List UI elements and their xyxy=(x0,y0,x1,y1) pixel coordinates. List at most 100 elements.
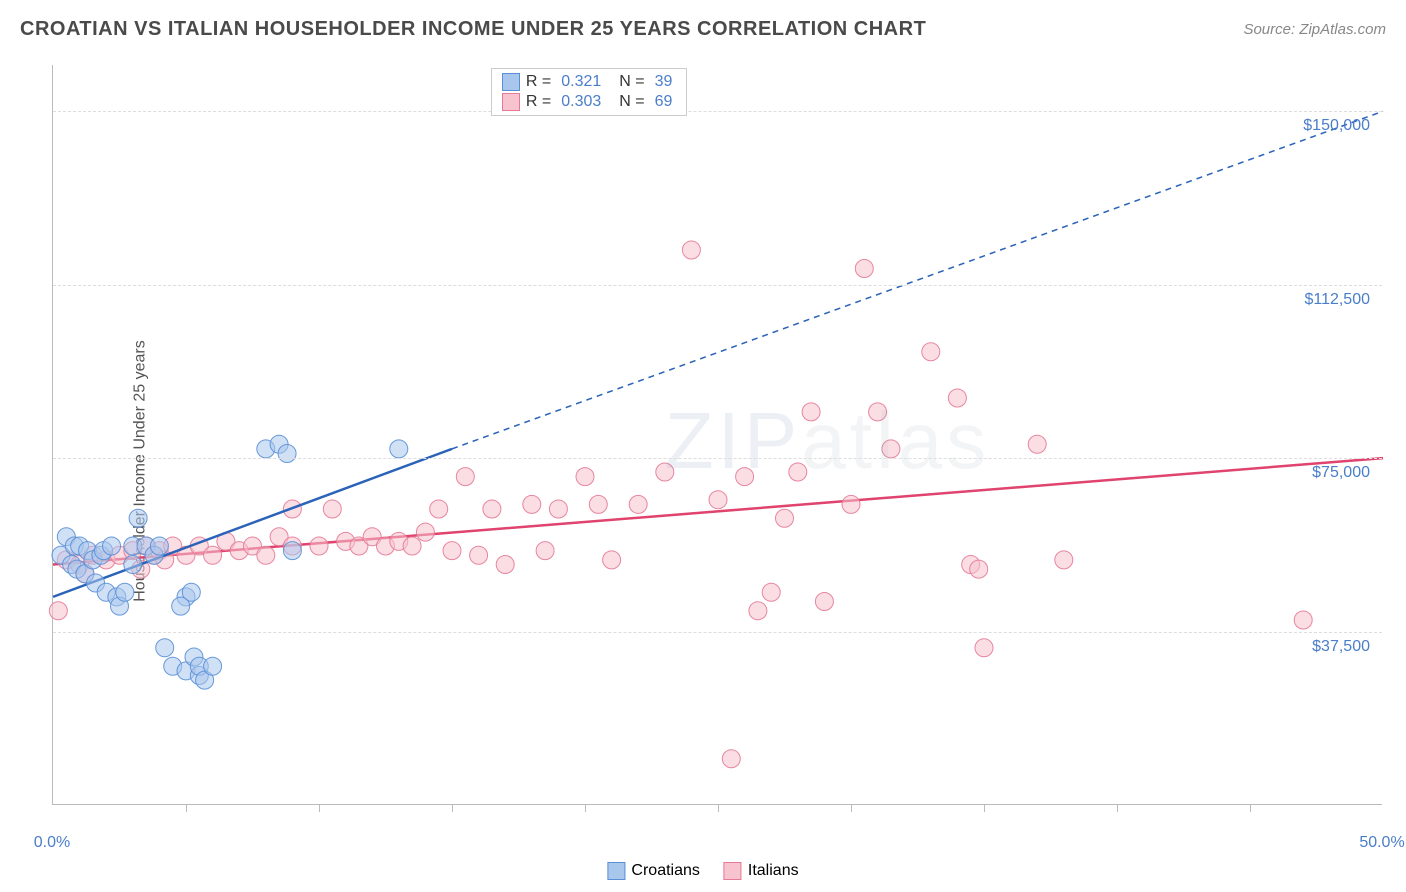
plot-area: ZIPatlas $37,500$75,000$112,500$150,000 xyxy=(52,65,1382,805)
scatter-point xyxy=(1028,435,1046,453)
scatter-point xyxy=(430,500,448,518)
scatter-point xyxy=(470,546,488,564)
legend-item: Croatians xyxy=(607,862,699,880)
scatter-point xyxy=(709,491,727,509)
source-label: Source: ZipAtlas.com xyxy=(1243,21,1386,38)
y-tick-label: $75,000 xyxy=(1312,464,1370,482)
scatter-point xyxy=(1055,551,1073,569)
legend-swatch xyxy=(502,73,520,91)
scatter-point xyxy=(815,593,833,611)
chart-header: CROATIAN VS ITALIAN HOUSEHOLDER INCOME U… xyxy=(20,18,1386,41)
scatter-point xyxy=(443,542,461,560)
scatter-point xyxy=(802,403,820,421)
legend-swatch xyxy=(607,862,625,880)
n-label: N = xyxy=(619,73,644,91)
n-value: 69 xyxy=(655,93,673,111)
legend-swatch xyxy=(724,862,742,880)
scatter-point xyxy=(576,468,594,486)
x-tick xyxy=(319,804,320,812)
scatter-point xyxy=(749,602,767,620)
scatter-point xyxy=(975,639,993,657)
scatter-point xyxy=(549,500,567,518)
scatter-point xyxy=(403,537,421,555)
scatter-point xyxy=(722,750,740,768)
scatter-point xyxy=(842,495,860,513)
trend-line-solid xyxy=(53,449,452,597)
scatter-point xyxy=(49,602,67,620)
x-tick xyxy=(1250,804,1251,812)
scatter-point xyxy=(603,551,621,569)
scatter-point xyxy=(283,542,301,560)
scatter-point xyxy=(656,463,674,481)
r-value: 0.321 xyxy=(561,73,601,91)
n-label: N = xyxy=(619,93,644,111)
legend-swatch xyxy=(502,93,520,111)
scatter-point xyxy=(776,509,794,527)
scatter-point xyxy=(682,241,700,259)
r-value: 0.303 xyxy=(561,93,601,111)
x-tick xyxy=(186,804,187,812)
scatter-svg xyxy=(53,65,1383,805)
scatter-point xyxy=(589,495,607,513)
chart-container: Householder Income Under 25 years ZIPatl… xyxy=(0,50,1406,892)
scatter-point xyxy=(310,537,328,555)
scatter-point xyxy=(882,440,900,458)
y-tick-label: $150,000 xyxy=(1303,117,1370,135)
stats-legend-row: R = 0.303 N = 69 xyxy=(502,93,677,111)
scatter-point xyxy=(390,440,408,458)
x-tick xyxy=(851,804,852,812)
scatter-point xyxy=(483,500,501,518)
scatter-point xyxy=(736,468,754,486)
scatter-point xyxy=(172,597,190,615)
scatter-point xyxy=(156,639,174,657)
scatter-point xyxy=(204,657,222,675)
scatter-point xyxy=(129,509,147,527)
x-tick xyxy=(718,804,719,812)
y-tick-label: $37,500 xyxy=(1312,638,1370,656)
scatter-point xyxy=(523,495,541,513)
scatter-point xyxy=(855,260,873,278)
scatter-point xyxy=(204,546,222,564)
scatter-point xyxy=(496,556,514,574)
x-tick xyxy=(984,804,985,812)
scatter-point xyxy=(416,523,434,541)
x-tick xyxy=(1117,804,1118,812)
scatter-point xyxy=(456,468,474,486)
y-tick-label: $112,500 xyxy=(1304,291,1370,309)
scatter-point xyxy=(116,583,134,601)
legend-label: Italians xyxy=(748,862,799,880)
x-tick-start-label: 0.0% xyxy=(34,834,70,852)
scatter-point xyxy=(257,546,275,564)
scatter-point xyxy=(278,445,296,463)
stats-legend: R = 0.321 N = 39 R = 0.303 N = 69 xyxy=(491,68,688,116)
scatter-point xyxy=(922,343,940,361)
legend-item: Italians xyxy=(724,862,799,880)
scatter-point xyxy=(124,556,142,574)
gridline-h xyxy=(53,111,1382,112)
n-value: 39 xyxy=(655,73,673,91)
gridline-h xyxy=(53,458,1382,459)
scatter-point xyxy=(103,537,121,555)
gridline-h xyxy=(53,632,1382,633)
scatter-point xyxy=(629,495,647,513)
scatter-point xyxy=(970,560,988,578)
legend-label: Croatians xyxy=(631,862,699,880)
scatter-point xyxy=(948,389,966,407)
x-tick-end-label: 50.0% xyxy=(1359,834,1404,852)
scatter-point xyxy=(789,463,807,481)
scatter-point xyxy=(150,537,168,555)
scatter-point xyxy=(869,403,887,421)
gridline-h xyxy=(53,285,1382,286)
r-label: R = xyxy=(526,93,551,111)
scatter-point xyxy=(323,500,341,518)
r-label: R = xyxy=(526,73,551,91)
x-tick xyxy=(585,804,586,812)
scatter-point xyxy=(536,542,554,560)
chart-title: CROATIAN VS ITALIAN HOUSEHOLDER INCOME U… xyxy=(20,18,926,41)
x-tick xyxy=(452,804,453,812)
series-legend: Croatians Italians xyxy=(607,862,798,880)
scatter-point xyxy=(762,583,780,601)
scatter-point xyxy=(1294,611,1312,629)
stats-legend-row: R = 0.321 N = 39 xyxy=(502,73,677,91)
trend-line-dashed xyxy=(452,111,1383,449)
